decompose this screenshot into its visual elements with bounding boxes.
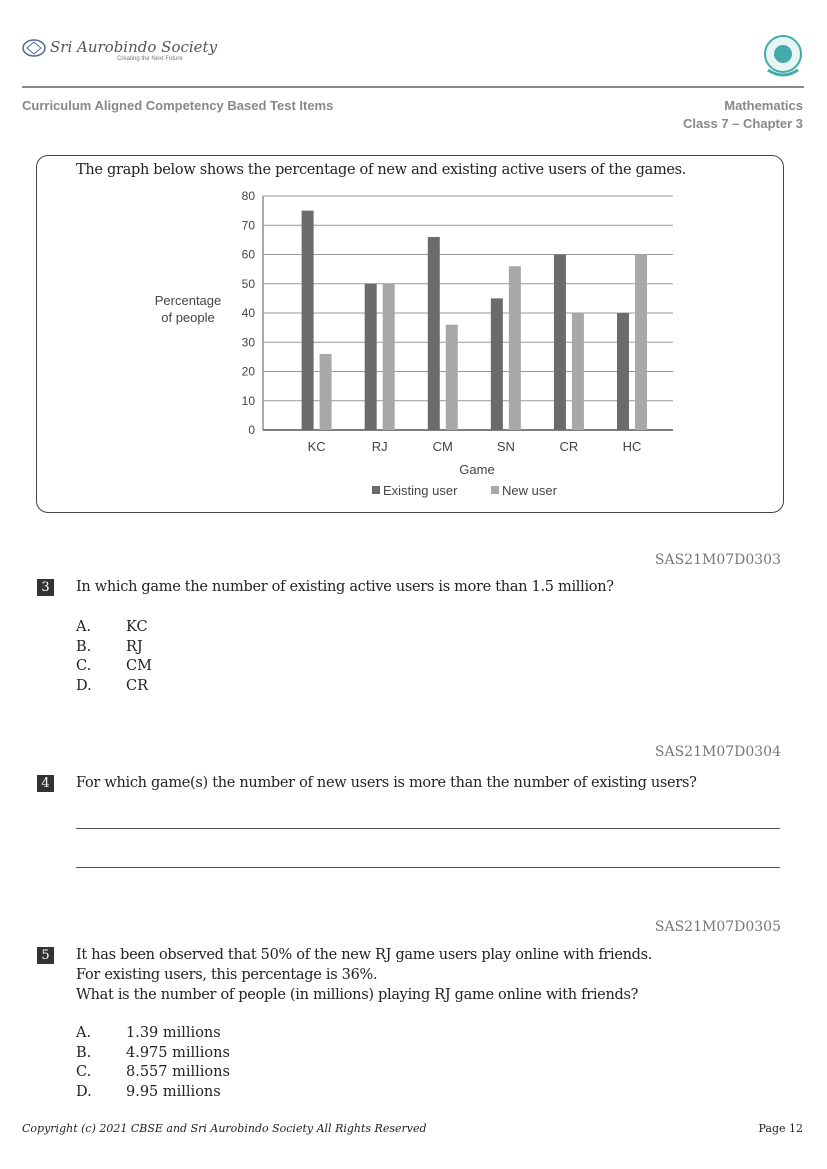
page-number: Page 12 xyxy=(758,1122,803,1135)
chart-box xyxy=(36,155,784,513)
question-text-line: It has been observed that 50% of the new… xyxy=(76,947,653,963)
option-letter: B. xyxy=(76,1044,92,1061)
x-tick-label: CR xyxy=(560,439,579,454)
bar-chart: 0 10 20 30 40 50 60 70 80 KC RJ CM SN CR HC Percentage… xyxy=(155,189,673,498)
option-text: 8.557 millions xyxy=(126,1064,230,1080)
bar-cm-new xyxy=(445,324,458,430)
x-tick-label: CM xyxy=(433,439,453,454)
question-text: In which game the number of existing act… xyxy=(76,579,614,595)
y-tick-label: 80 xyxy=(242,189,256,203)
header-subject: Mathematics xyxy=(724,98,803,113)
question-code: SAS21M07D0303 xyxy=(654,552,781,568)
answer-line[interactable] xyxy=(76,828,780,829)
logo-emblem-icon xyxy=(22,39,46,57)
legend-swatch-new xyxy=(491,486,499,494)
y-axis-label-line2: of people xyxy=(161,310,215,325)
option-letter: C. xyxy=(76,658,92,674)
bar-sn-existing xyxy=(490,298,503,430)
x-axis-label: Game xyxy=(459,462,494,477)
option-letter: B. xyxy=(76,638,92,655)
bar-kc-existing xyxy=(301,210,314,430)
option-letter: D. xyxy=(76,677,92,694)
logo-tagline: Creating the Next Future xyxy=(117,56,183,62)
option-text: CM xyxy=(126,658,152,674)
answer-line[interactable] xyxy=(76,867,780,868)
y-tick-label: 0 xyxy=(248,423,255,437)
option-letter: A. xyxy=(76,1025,92,1041)
bar-rj-new xyxy=(382,283,395,430)
x-tick-label: HC xyxy=(623,439,642,454)
bar-sn-new xyxy=(508,266,521,430)
bar-cm-existing xyxy=(427,236,440,430)
question-text-line: For existing users, this percentage is 3… xyxy=(76,967,378,983)
question-number: 4 xyxy=(37,775,54,792)
x-tick-label: KC xyxy=(308,439,326,454)
question-number: 5 xyxy=(37,947,54,964)
sri-aurobindo-society-logo: Sri Aurobindo Society Creating the Next … xyxy=(22,38,217,62)
y-tick-label: 70 xyxy=(242,218,256,232)
bar-hc-new xyxy=(635,254,647,430)
question-number: 3 xyxy=(37,579,54,596)
option-letter: A. xyxy=(76,619,92,635)
question-text: For which game(s) the number of new user… xyxy=(76,775,697,791)
bar-kc-new xyxy=(319,353,332,430)
option-text: KC xyxy=(126,619,148,635)
option-text: CR xyxy=(126,677,149,694)
option-text: 4.975 millions xyxy=(126,1044,230,1061)
cbse-emblem xyxy=(762,34,804,86)
option-letter: D. xyxy=(76,1083,92,1100)
bar-cr-new xyxy=(571,313,584,430)
y-tick-label: 10 xyxy=(242,394,256,408)
option-text: RJ xyxy=(126,638,143,655)
legend-label-existing: Existing user xyxy=(383,483,458,498)
chart-intro: The graph below shows the percentage of … xyxy=(76,162,687,178)
y-tick-label: 20 xyxy=(242,365,256,379)
question-text-line: What is the number of people (in million… xyxy=(76,987,639,1003)
y-axis-label-line1: Percentage xyxy=(155,293,222,308)
footer-copyright: Copyright (c) 2021 CBSE and Sri Aurobind… xyxy=(22,1122,427,1135)
option-text: 9.95 millions xyxy=(126,1083,221,1100)
y-tick-label: 60 xyxy=(242,248,256,262)
header-divider xyxy=(22,86,804,88)
legend-swatch-existing xyxy=(372,486,380,494)
bar-cr-existing xyxy=(553,254,566,430)
bar-hc-existing xyxy=(617,313,629,430)
header-title: Curriculum Aligned Competency Based Test… xyxy=(22,98,334,113)
question-code: SAS21M07D0305 xyxy=(654,919,781,935)
question-code: SAS21M07D0304 xyxy=(654,744,781,760)
y-tick-label: 30 xyxy=(242,335,256,349)
option-letter: C. xyxy=(76,1064,92,1080)
logo-text: Sri Aurobindo Society xyxy=(50,38,218,56)
legend-label-new: New user xyxy=(502,483,558,498)
y-tick-label: 50 xyxy=(242,277,256,291)
x-tick-label: SN xyxy=(497,439,515,454)
header-class-chapter: Class 7 – Chapter 3 xyxy=(683,116,803,131)
bar-rj-existing xyxy=(364,283,377,430)
option-text: 1.39 millions xyxy=(126,1025,221,1041)
y-tick-label: 40 xyxy=(242,306,256,320)
x-tick-label: RJ xyxy=(372,439,388,454)
